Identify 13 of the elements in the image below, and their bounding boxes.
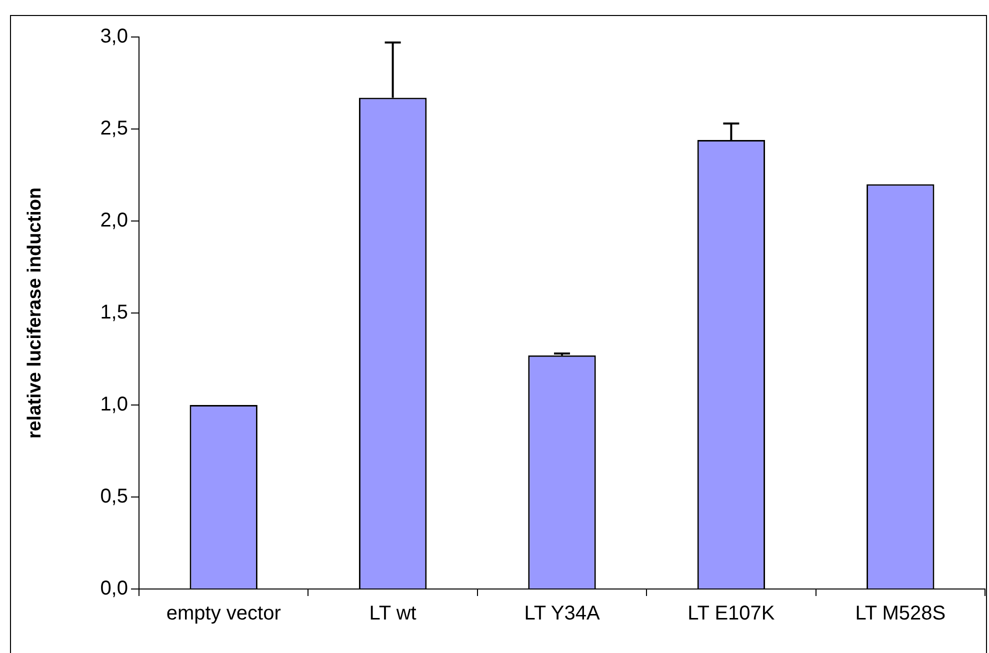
y-tick-label: 0,0 [100,578,128,600]
x-tick-label: empty vector [166,602,282,625]
y-tick-label: 3,0 [100,26,128,48]
x-tick-label: LT wt [369,602,417,625]
x-tick-label: LT M528S [855,602,946,625]
y-tick-label: 2,0 [100,210,128,232]
y-tick-label: 1,0 [100,394,128,416]
y-tick-label: 2,5 [100,118,128,140]
y-tick-label: 1,5 [100,302,128,324]
y-axis-title: relative luciferase induction [24,187,46,439]
x-tick-label: LT E107K [688,602,776,625]
y-tick-label: 0,5 [100,486,128,508]
x-tick-label: LT Y34A [524,602,600,625]
